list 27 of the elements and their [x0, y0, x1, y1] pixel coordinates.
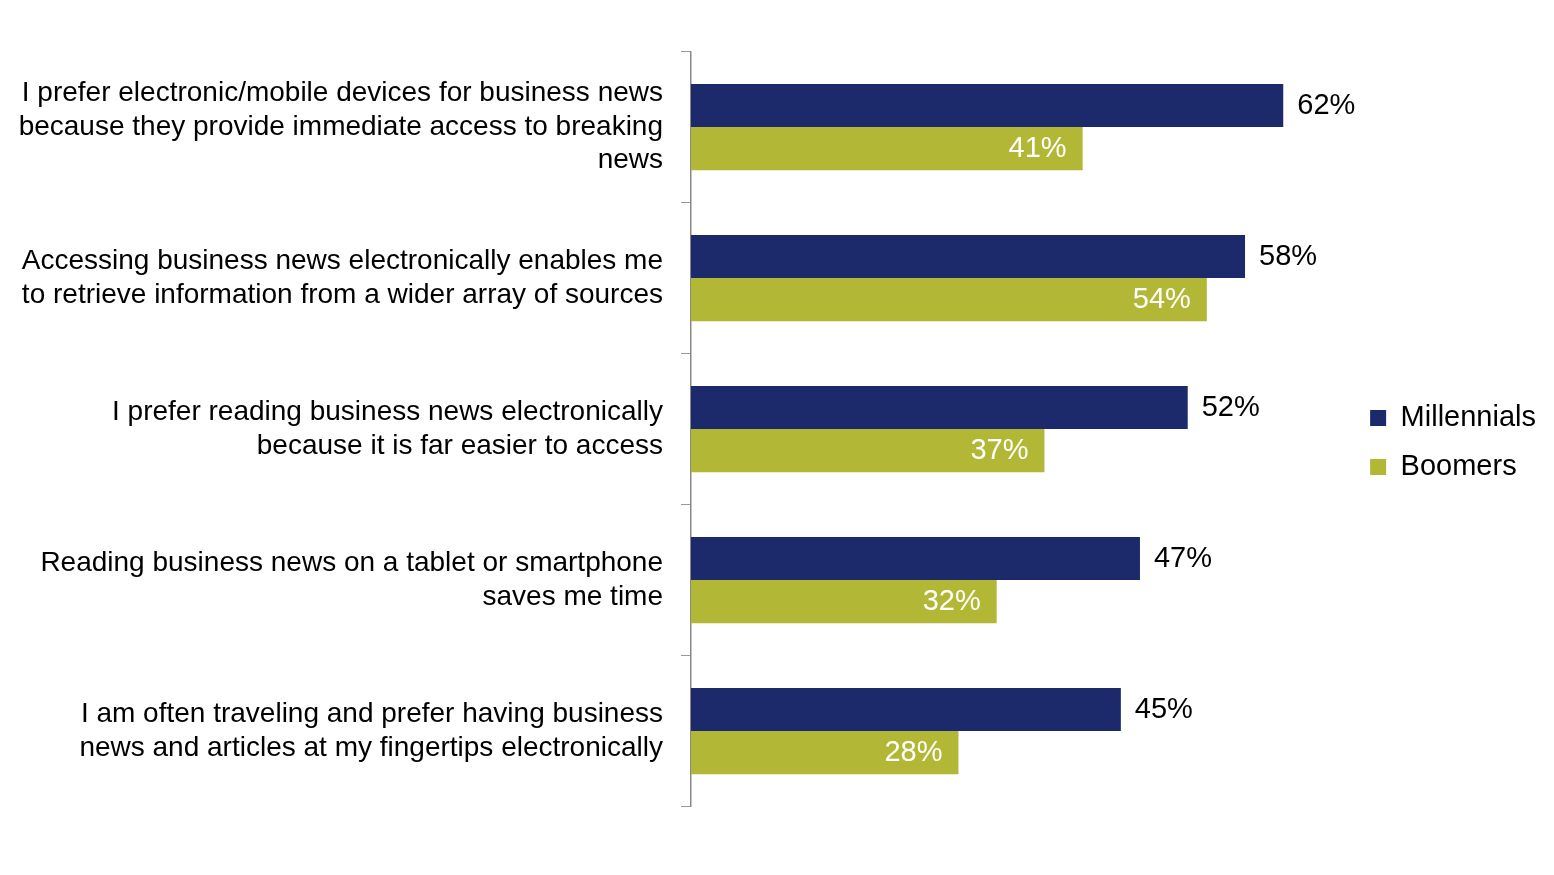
- bar: [691, 731, 959, 775]
- data-label: 58%: [1259, 238, 1318, 271]
- data-label: 47%: [1153, 540, 1213, 573]
- legend-label: Boomers: [1400, 449, 1517, 481]
- bar: [691, 278, 1207, 322]
- legend-label: Millennials: [1400, 400, 1537, 432]
- bar: [691, 386, 1188, 430]
- y-tick-label: Accessing business news electronically enables me to retrieve information from a wider array of sources: [21, 244, 663, 309]
- y-tick-label: I am often traveling and prefer having business news and articles at my fingertips electronically: [79, 697, 663, 762]
- bar: [691, 127, 1083, 171]
- data-label: 52%: [1201, 389, 1260, 422]
- data-label: 32%: [922, 583, 981, 616]
- y-tick-label: I prefer electronic/mobile devices for business news because they provide immediate access to breaking news: [18, 76, 663, 175]
- data-label: 54%: [1132, 281, 1191, 314]
- data-label: 41%: [1008, 130, 1067, 163]
- y-tick-label: Reading business news on a tablet or smartphone saves me time: [40, 546, 663, 611]
- bar: [691, 429, 1045, 473]
- bar: [691, 688, 1121, 732]
- bar: [691, 84, 1284, 128]
- bar: [691, 580, 997, 624]
- data-label: 28%: [884, 734, 943, 767]
- data-label: 62%: [1297, 87, 1356, 120]
- y-tick-label: I prefer reading business news electronically because it is far easier to access: [112, 395, 663, 460]
- data-label: 37%: [970, 432, 1029, 465]
- data-label: 45%: [1134, 691, 1193, 724]
- bar: [691, 235, 1246, 279]
- bar: [691, 537, 1140, 581]
